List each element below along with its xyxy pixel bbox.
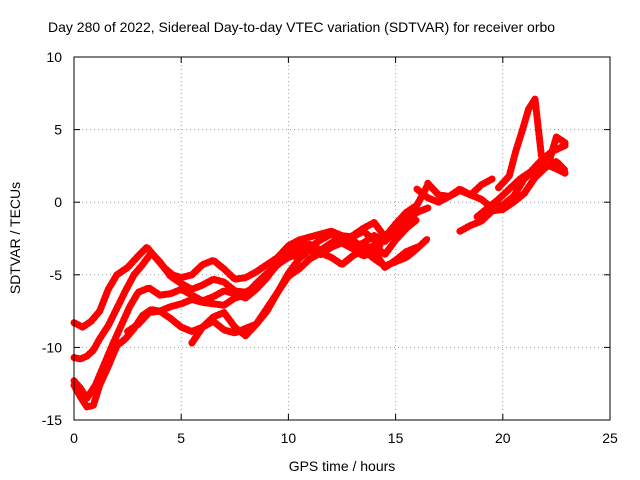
series-track-8 [425, 176, 495, 199]
x-axis-label: GPS time / hours [289, 458, 396, 474]
y-tick-label: -5 [50, 267, 63, 283]
x-tick-label: 15 [388, 430, 404, 446]
plot-frame [73, 56, 611, 421]
y-tick-label: 0 [54, 194, 62, 210]
y-tick-label: -15 [42, 412, 62, 428]
series-track-9 [457, 159, 568, 234]
series-track-6 [189, 236, 431, 346]
y-tick-label: 10 [46, 49, 62, 65]
data-series-group [70, 95, 569, 411]
chart-title: Day 280 of 2022, Sidereal Day-to-day VTE… [48, 19, 555, 35]
y-tick-label: 5 [54, 122, 62, 138]
x-tick-label: 10 [281, 430, 297, 446]
axis-ticks: 0 5 10 15 20 25 -15 -10 -5 0 5 10 [42, 49, 618, 446]
y-tick-label: -10 [42, 339, 62, 355]
series-track-11 [496, 96, 568, 190]
x-tick-label: 5 [177, 430, 185, 446]
x-tick-label: 25 [602, 430, 618, 446]
y-axis-label: SDTVAR / TECUs [7, 182, 23, 294]
series-track-2 [71, 217, 420, 362]
x-tick-label: 20 [495, 430, 511, 446]
x-tick-label: 0 [70, 430, 78, 446]
grid [74, 57, 610, 420]
